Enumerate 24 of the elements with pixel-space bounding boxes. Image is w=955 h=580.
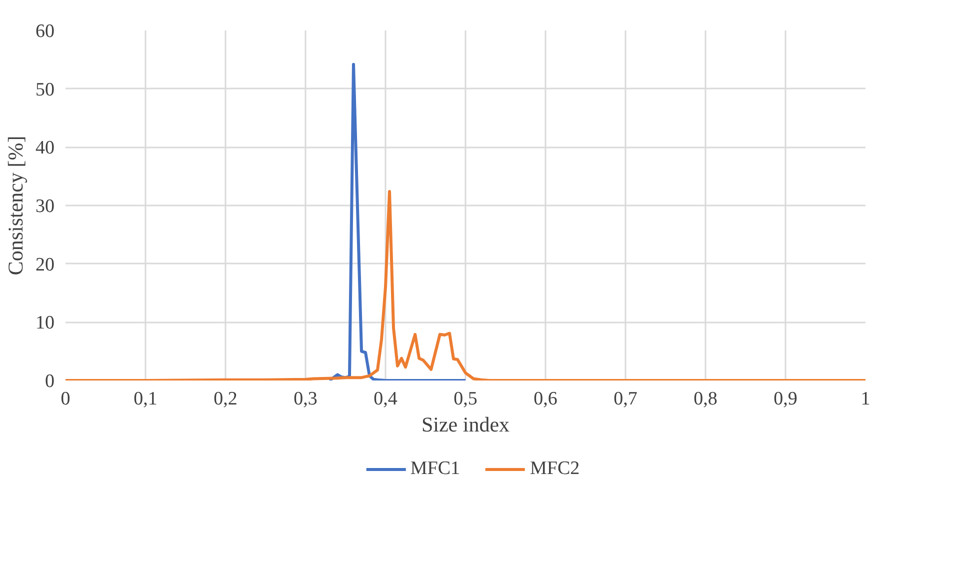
x-tick-label: 0,7: [614, 388, 638, 410]
line-series: [66, 190, 866, 380]
legend-label: MFC2: [530, 458, 580, 480]
y-tick-label: 0: [45, 371, 54, 392]
y-tick-label: 40: [36, 138, 54, 159]
x-tick-label: 0,5: [454, 388, 478, 410]
y-tick-label: 50: [36, 79, 54, 100]
y-axis-title: Consistency [%]: [4, 136, 28, 276]
y-tick-label: 30: [36, 196, 54, 217]
x-tick-label: 0,9: [774, 388, 798, 410]
x-tick-label: 0,6: [534, 388, 558, 410]
y-tick-label: 60: [36, 21, 54, 42]
legend-label: MFC1: [410, 458, 460, 480]
x-axis-title: Size index: [421, 412, 510, 436]
y-tick-label: 20: [36, 254, 54, 276]
line-series: [328, 62, 467, 380]
x-tick-label: 0,8: [694, 388, 718, 410]
x-tick-label: 0,3: [294, 388, 318, 410]
x-tick-label: 1: [860, 388, 870, 410]
y-tick-label: 10: [36, 312, 54, 334]
x-tick-label: 0: [60, 388, 70, 410]
x-tick-label: 0,4: [374, 388, 398, 410]
x-tick-label: 0,2: [214, 388, 238, 410]
x-tick-label: 0,1: [134, 388, 158, 410]
